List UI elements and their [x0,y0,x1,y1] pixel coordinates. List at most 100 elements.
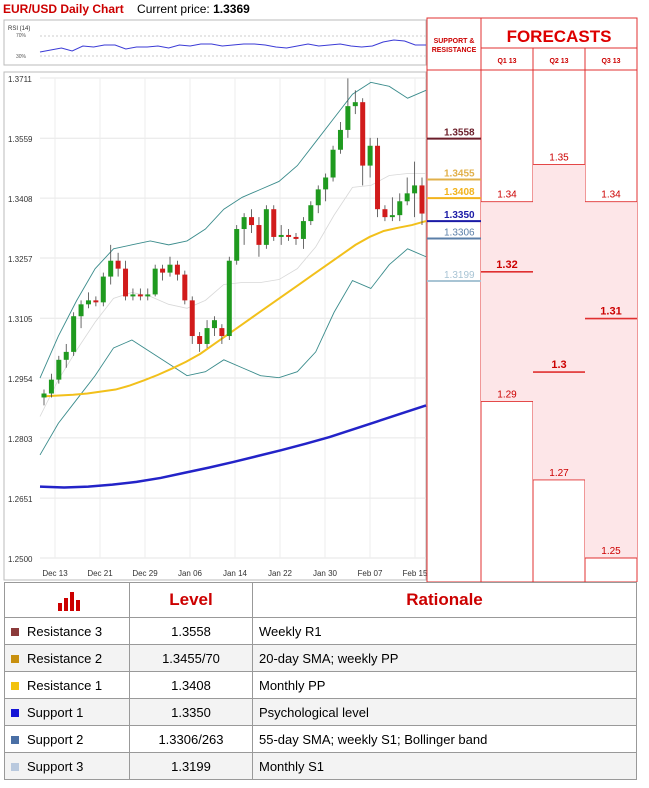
sr-level-label: 1.3455 [444,168,475,179]
forecast-value: 1.27 [549,468,569,479]
table-row: Resistance 1 1.3408 Monthly PP [4,671,637,699]
candle-body [152,268,158,295]
level-name: Resistance 1 [27,677,103,693]
candle-body [337,129,343,150]
candle-body [182,274,188,301]
candle-body [123,268,129,297]
level-rationale: Monthly PP [252,671,637,699]
candle-body [63,351,69,360]
candle-body [352,102,358,107]
x-tick-label: Jan 30 [313,569,338,578]
sr-level-label: 1.3306 [444,228,475,239]
level-name-cell: Resistance 3 [4,617,130,645]
candle-body [71,316,77,352]
x-tick-label: Jan 22 [268,569,293,578]
rsi-70-label: 70% [16,33,27,39]
table-row: Resistance 2 1.3455/70 20-day SMA; weekly … [4,644,637,672]
y-tick-label: 1.2651 [8,495,33,504]
x-tick-label: Feb 07 [358,569,383,578]
candle-body [293,236,299,239]
level-swatch [11,682,19,691]
forecast-value: 1.32 [496,259,517,271]
candle-body [167,264,173,273]
forecast-value: 1.29 [497,389,517,400]
level-value: 1.3350 [129,698,253,726]
sr-level-label: 1.3408 [444,187,475,198]
candle-body [211,320,217,329]
y-tick-label: 1.3408 [8,195,33,204]
chart-header: EUR/USD Daily Chart Current price: 1.336… [0,0,430,18]
bollinger-lower [39,248,427,456]
x-tick-label: Feb 15 [403,569,428,578]
rsi-panel [3,19,427,66]
candle-body [308,205,314,222]
candle-body [137,294,143,297]
candle-body [160,268,166,273]
sr-level-label: 1.3350 [444,210,475,221]
level-name: Resistance 3 [27,623,103,639]
current-price-label: Current price: [137,2,210,16]
level-swatch [11,628,19,637]
level-rationale: Monthly S1 [252,752,637,780]
forecast-value: 1.25 [601,546,621,557]
level-name: Support 2 [27,731,84,747]
y-tick-label: 1.2500 [8,555,33,564]
forecast-range [585,201,637,559]
candle-body [115,260,121,269]
candle-body [56,359,62,380]
candle-body [241,217,247,230]
bollinger-mid [39,173,426,417]
level-name: Support 3 [27,758,84,774]
forecast-column-header: Q3 13 [601,58,620,65]
table-row: Support 1 1.3350 Psychological level [4,698,637,726]
forecast-value: 1.35 [549,152,569,163]
x-tick-label: Dec 21 [87,569,113,578]
level-name-cell: Resistance 2 [4,644,130,672]
candle-body [360,102,366,166]
sma-20-line [44,220,427,398]
forecast-column-header: Q2 13 [549,58,568,65]
candle-body [419,185,425,214]
y-tick-label: 1.3711 [8,75,32,84]
x-tick-label: Dec 29 [132,569,158,578]
forecast-range [533,164,585,480]
levels-table: Level Rationale Resistance 3 1.3558 Weekly… [4,582,637,780]
sr-level-label: 1.3199 [444,270,475,281]
forecast-title: FORECASTS [507,27,612,46]
level-value: 1.3455/70 [129,644,253,672]
candle-body [278,234,284,237]
level-value: 1.3306/263 [129,725,253,753]
candle-body [404,193,410,202]
table-header-level: Level [129,582,253,618]
candle-body [330,149,336,178]
candle-body [397,201,403,216]
level-rationale: 20-day SMA; weekly PP [252,644,637,672]
level-name-cell: Support 3 [4,752,130,780]
candle-body [271,209,277,237]
candle-body [219,328,225,337]
level-swatch [11,763,19,772]
candle-body [367,145,373,166]
table-header-rationale: Rationale [252,582,637,618]
current-price-value: 1.3369 [213,2,250,16]
candle-body [174,264,180,275]
level-swatch [11,736,19,745]
sr-level-label: 1.3558 [444,128,475,139]
chart-title: EUR/USD Daily Chart [3,2,124,16]
level-name: Support 1 [27,704,84,720]
sma-200-line [39,404,427,489]
y-tick-label: 1.2803 [8,435,33,444]
level-rationale: Weekly R1 [252,617,637,645]
candle-body [375,145,381,210]
candle-body [130,294,136,297]
candle-body [234,229,240,261]
forecast-range [481,201,533,402]
forecast-value: 1.3 [551,359,566,371]
level-name-cell: Support 2 [4,725,130,753]
level-swatch [11,709,19,718]
level-value: 1.3558 [129,617,253,645]
candle-body [100,276,106,303]
bollinger-upper [39,81,427,379]
candle-body [48,379,54,394]
candle-body [323,177,329,190]
